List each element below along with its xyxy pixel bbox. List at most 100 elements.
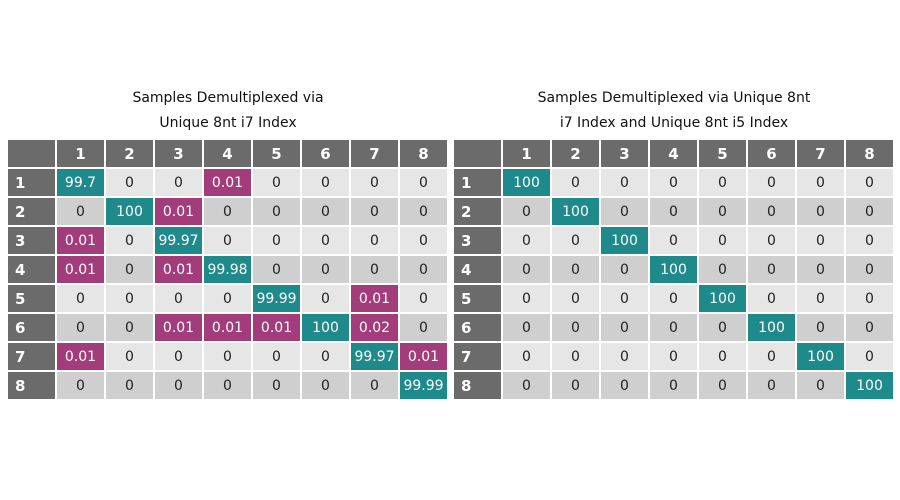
heatmap-cell: 0 bbox=[57, 372, 104, 399]
heatmap-cell: 0 bbox=[846, 285, 893, 312]
right-heatmap-title: Samples Demultiplexed via Unique 8nt i7 … bbox=[454, 86, 894, 140]
right-title-line-2: i7 Index and Unique 8nt i5 Index bbox=[559, 115, 789, 131]
right-heatmap-grid: 1 2 3 4 5 6 7 8 1 100 0 0 0 0 0 0 0 2 0 100 0 0 0 0 0 0 3 0 0 100 0 0 0 0… bbox=[454, 140, 894, 399]
heatmap-cell: 0 bbox=[846, 169, 893, 196]
row-header: 1 bbox=[454, 169, 501, 196]
heatmap-cell: 0 bbox=[846, 227, 893, 254]
heatmap-cell: 0 bbox=[650, 372, 697, 399]
column-header: 6 bbox=[748, 140, 795, 167]
heatmap-cell: 100 bbox=[699, 285, 746, 312]
heatmap-cell: 0 bbox=[797, 285, 844, 312]
heatmap-cell: 0 bbox=[601, 256, 648, 283]
heatmap-cell: 0 bbox=[253, 372, 300, 399]
row-header: 7 bbox=[454, 343, 501, 370]
heatmap-cell: 0.02 bbox=[351, 314, 398, 341]
heatmap-cell: 0 bbox=[302, 372, 349, 399]
column-header: 7 bbox=[351, 140, 398, 167]
heatmap-cell: 0 bbox=[400, 285, 447, 312]
heatmap-cell: 0 bbox=[552, 227, 599, 254]
heatmap-cell: 100 bbox=[748, 314, 795, 341]
heatmap-cell: 0 bbox=[57, 285, 104, 312]
row-header: 8 bbox=[8, 372, 55, 399]
heatmap-cell: 0 bbox=[351, 256, 398, 283]
heatmap-cell: 0 bbox=[552, 372, 599, 399]
heatmap-cell: 0.01 bbox=[253, 314, 300, 341]
heatmap-cell: 0 bbox=[106, 314, 153, 341]
heatmap-cell: 0 bbox=[846, 343, 893, 370]
heatmap-cell: 0.01 bbox=[400, 343, 447, 370]
heatmap-cell: 100 bbox=[302, 314, 349, 341]
heatmap-cell: 99.99 bbox=[253, 285, 300, 312]
heatmap-cell: 0 bbox=[155, 372, 202, 399]
heatmap-cell: 0 bbox=[204, 372, 251, 399]
heatmap-cell: 0 bbox=[253, 343, 300, 370]
heatmap-cell: 0 bbox=[699, 314, 746, 341]
heatmap-cell: 0 bbox=[302, 169, 349, 196]
heatmap-cell: 0 bbox=[302, 256, 349, 283]
column-header: 4 bbox=[204, 140, 251, 167]
heatmap-cell: 0 bbox=[204, 285, 251, 312]
heatmap-cell: 0 bbox=[106, 285, 153, 312]
heatmap-cell: 0 bbox=[650, 314, 697, 341]
heatmap-cell: 0 bbox=[503, 343, 550, 370]
heatmap-cell: 99.97 bbox=[155, 227, 202, 254]
heatmap-cell: 0 bbox=[552, 285, 599, 312]
row-header: 2 bbox=[454, 198, 501, 225]
column-header: 5 bbox=[699, 140, 746, 167]
heatmap-cell: 0 bbox=[601, 285, 648, 312]
heatmap-cell: 0 bbox=[748, 227, 795, 254]
heatmap-cell: 0.01 bbox=[204, 169, 251, 196]
heatmap-cell: 100 bbox=[846, 372, 893, 399]
heatmap-cell: 0 bbox=[748, 285, 795, 312]
heatmap-cell: 0 bbox=[797, 169, 844, 196]
heatmap-cell: 0 bbox=[601, 169, 648, 196]
left-heatmap-title: Samples Demultiplexed via Unique 8nt i7 … bbox=[8, 86, 448, 140]
heatmap-cell: 0 bbox=[106, 256, 153, 283]
heatmap-cell: 0 bbox=[302, 227, 349, 254]
heatmap-cell: 0 bbox=[155, 285, 202, 312]
heatmap-cell: 0 bbox=[302, 198, 349, 225]
heatmap-cell: 0 bbox=[57, 314, 104, 341]
heatmap-cell: 0 bbox=[106, 372, 153, 399]
heatmap-cell: 0 bbox=[699, 227, 746, 254]
heatmap-cell: 0.01 bbox=[155, 256, 202, 283]
heatmap-cell: 99.97 bbox=[351, 343, 398, 370]
heatmap-cell: 0 bbox=[797, 227, 844, 254]
heatmap-cell: 0 bbox=[650, 169, 697, 196]
left-heatmap-grid: 1 2 3 4 5 6 7 8 1 99.7 0 0 0.01 0 0 0 0 2 0 100 0.01 0 0 0 0 0 3 0.… bbox=[8, 140, 448, 399]
heatmap-cell: 0 bbox=[302, 285, 349, 312]
heatmap-cell: 0 bbox=[106, 227, 153, 254]
heatmap-cell: 0 bbox=[503, 314, 550, 341]
column-header: 5 bbox=[253, 140, 300, 167]
heatmap-cell: 100 bbox=[797, 343, 844, 370]
heatmap-cell: 0 bbox=[400, 169, 447, 196]
heatmap-cell: 0 bbox=[748, 198, 795, 225]
right-heatmap-panel: Samples Demultiplexed via Unique 8nt i7 … bbox=[454, 86, 894, 399]
left-title-line-2: Unique 8nt i7 Index bbox=[159, 115, 297, 131]
heatmap-cell: 0 bbox=[552, 256, 599, 283]
heatmap-cell: 0 bbox=[797, 198, 844, 225]
heatmap-cell: 0 bbox=[601, 314, 648, 341]
heatmap-cell: 0 bbox=[797, 372, 844, 399]
row-header: 5 bbox=[454, 285, 501, 312]
heatmap-cell: 0 bbox=[204, 343, 251, 370]
heatmap-cell: 0 bbox=[503, 198, 550, 225]
row-header: 8 bbox=[454, 372, 501, 399]
heatmap-cell: 100 bbox=[552, 198, 599, 225]
heatmap-cell: 0 bbox=[57, 198, 104, 225]
heatmap-cell: 0.01 bbox=[155, 198, 202, 225]
heatmap-cell: 100 bbox=[503, 169, 550, 196]
heatmap-cell: 0.01 bbox=[155, 314, 202, 341]
heatmap-cell: 0 bbox=[699, 372, 746, 399]
heatmap-cell: 0 bbox=[204, 198, 251, 225]
heatmap-cell: 0 bbox=[253, 256, 300, 283]
column-header: 8 bbox=[400, 140, 447, 167]
heatmap-cell: 0 bbox=[846, 256, 893, 283]
row-header: 4 bbox=[454, 256, 501, 283]
row-header: 5 bbox=[8, 285, 55, 312]
heatmap-cell: 0 bbox=[400, 227, 447, 254]
heatmap-cell: 0 bbox=[650, 343, 697, 370]
heatmap-cell: 0 bbox=[650, 198, 697, 225]
heatmap-cell: 0 bbox=[400, 314, 447, 341]
heatmap-cell: 0 bbox=[106, 169, 153, 196]
